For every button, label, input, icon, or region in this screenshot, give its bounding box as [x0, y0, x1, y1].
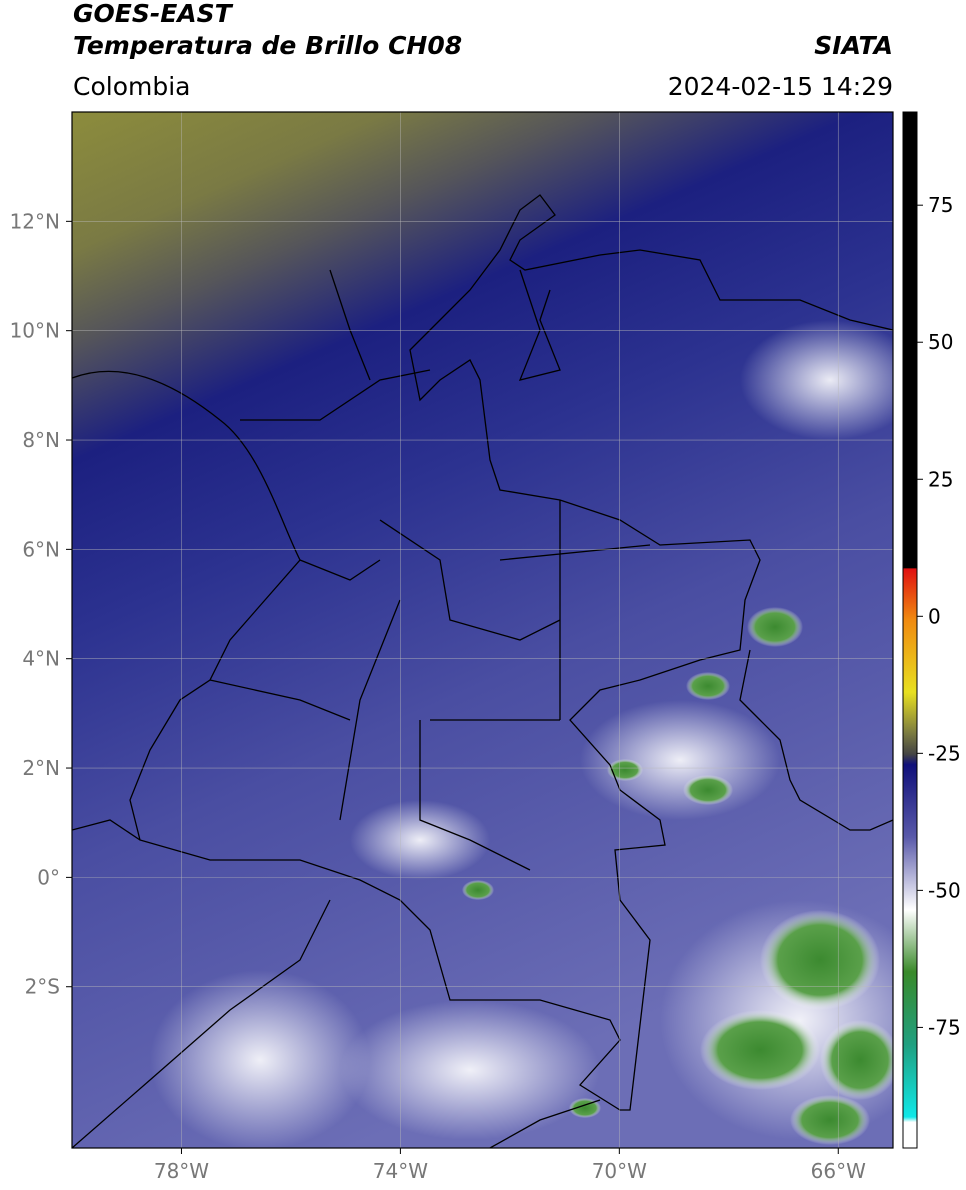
- colorbar-tick-label: -75: [928, 1015, 961, 1039]
- source: SIATA: [814, 31, 893, 60]
- colorbar-tick-label: 0: [928, 604, 941, 628]
- graticule: [72, 112, 893, 1148]
- y-tick-label: 10°N: [10, 319, 60, 343]
- x-tick-label: 66°W: [811, 1159, 866, 1183]
- borders: [72, 194, 893, 1148]
- cloud: [580, 700, 780, 820]
- map-axes: 78°W 74°W 70°W 66°W 12°N 10°N 8°N 6°N 4°N 2°N 0° 2°…: [10, 209, 867, 1183]
- convection: [462, 880, 494, 900]
- cloud: [350, 800, 490, 880]
- cloud: [740, 320, 893, 440]
- convection: [607, 759, 643, 781]
- region: Colombia: [73, 72, 190, 101]
- satellite: GOES-EAST: [73, 0, 234, 28]
- convection: [686, 672, 730, 700]
- map-frame: [71, 111, 894, 1149]
- x-tick-label: 70°W: [592, 1159, 647, 1183]
- y-tick-label: 6°N: [22, 537, 60, 561]
- convection: [760, 910, 880, 1010]
- convection: [683, 775, 733, 805]
- convection: [790, 1095, 870, 1145]
- y-tick-label: 8°N: [22, 428, 60, 452]
- colorbar-tick-label: 50: [928, 330, 953, 354]
- y-tick-label: 4°N: [22, 647, 60, 671]
- cloud: [340, 1000, 600, 1140]
- colorbar-tick-label: -25: [928, 741, 961, 765]
- y-tick-label: 0°: [37, 865, 60, 889]
- satellite-image: [72, 112, 893, 1148]
- convection: [820, 1020, 893, 1100]
- colorbar-ticks: 75 50 25 0 -25 -50 -75: [917, 193, 961, 1039]
- convection: [747, 607, 803, 647]
- colorbar-tick-label: -50: [928, 878, 961, 902]
- colorbar: [902, 111, 918, 1149]
- y-tick-label: 12°N: [10, 209, 60, 233]
- colorbar-tick-label: 75: [928, 193, 953, 217]
- x-tick-label: 74°W: [373, 1159, 428, 1183]
- y-tick-label: 2°N: [22, 756, 60, 780]
- colorbar-tick-label: 25: [928, 467, 953, 491]
- cloud: [150, 970, 370, 1148]
- x-tick-label: 78°W: [154, 1159, 209, 1183]
- datetime: 2024-02-15 14:29: [668, 72, 893, 101]
- y-tick-label: 2°S: [25, 975, 60, 999]
- product: Temperatura de Brillo CH08: [73, 31, 462, 60]
- convection: [700, 1010, 820, 1090]
